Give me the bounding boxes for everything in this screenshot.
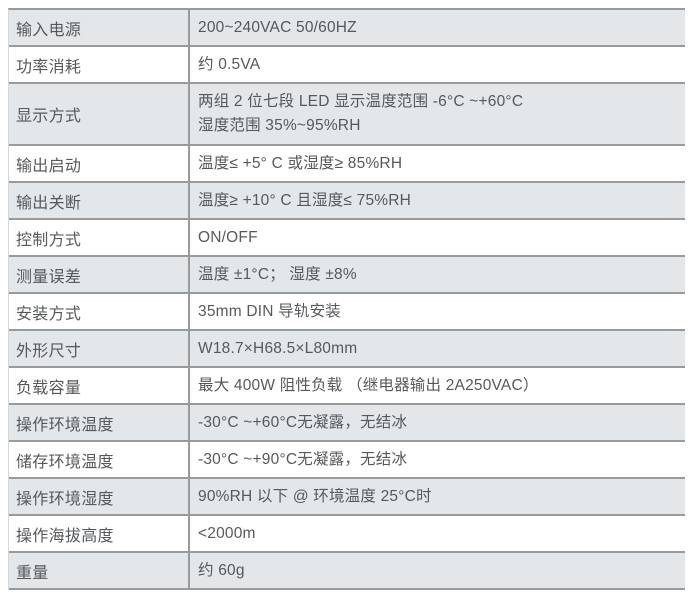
row-value-line: 湿度范围 35%~95%RH [198,117,361,134]
row-value: 约 60g [190,553,685,588]
table-row: 操作环境湿度 90%RH 以下 @ 环境温度 25°C时 [9,479,685,516]
row-label: 安装方式 [9,294,190,329]
row-value: 200~240VAC 50/60HZ [190,10,685,45]
row-value-line: 约 0.5VA [198,55,261,73]
row-value-line: 200~240VAC 50/60HZ [198,18,357,36]
row-value-line: -30°C ~+60°C无凝露，无结冰 [198,413,408,431]
row-value-line: 温度 ±1°C； 湿度 ±8% [198,265,357,283]
row-label: 操作环境湿度 [9,479,190,514]
table-row: 负载容量 最大 400W 阻性负载 （继电器输出 2A250VAC） [9,368,685,405]
row-label: 操作海拔高度 [9,516,190,551]
row-value-line: 温度≥ +10° C 且湿度≤ 75%RH [198,191,412,209]
table-row: 显示方式 两组 2 位七段 LED 显示温度范围 -6°C ~+60°C 湿度范围… [9,84,685,146]
row-value: 温度≤ +5° C 或湿度≥ 85%RH [190,146,685,181]
row-value-line: 90%RH 以下 @ 环境温度 25°C时 [198,487,432,505]
row-label: 输出启动 [9,146,190,181]
row-label: 显示方式 [9,84,190,144]
row-value-line: 最大 400W 阻性负载 （继电器输出 2A250VAC） [198,376,539,394]
row-value: 35mm DIN 导轨安装 [190,294,685,329]
row-label: 功率消耗 [9,47,190,82]
row-value: 温度≥ +10° C 且湿度≤ 75%RH [190,183,685,218]
row-value: ON/OFF [190,220,685,255]
row-label: 重量 [9,553,190,588]
row-label: 负载容量 [9,368,190,403]
row-label: 输入电源 [9,10,190,45]
table-row: 功率消耗 约 0.5VA [9,47,685,84]
row-value: <2000m [190,516,685,551]
table-row: 测量误差 温度 ±1°C； 湿度 ±8% [9,257,685,294]
row-label: 操作环境温度 [9,405,190,440]
row-value: -30°C ~+60°C无凝露，无结冰 [190,405,685,440]
row-value: -30°C ~+90°C无凝露，无结冰 [190,442,685,477]
row-value: 两组 2 位七段 LED 显示温度范围 -6°C ~+60°C 湿度范围 35%~… [190,84,685,144]
row-label: 输出关断 [9,183,190,218]
table-row: 输出关断 温度≥ +10° C 且湿度≤ 75%RH [9,183,685,220]
table-row: 安装方式 35mm DIN 导轨安装 [9,294,685,331]
row-value: 温度 ±1°C； 湿度 ±8% [190,257,685,292]
row-value-line: ON/OFF [198,228,258,246]
table-row: 操作海拔高度 <2000m [9,516,685,553]
row-label: 测量误差 [9,257,190,292]
spec-table: 输入电源 200~240VAC 50/60HZ 功率消耗 约 0.5VA 显示方… [8,8,685,590]
row-label: 储存环境温度 [9,442,190,477]
row-value-line: 35mm DIN 导轨安装 [198,302,341,320]
row-value-line: W18.7×H68.5×L80mm [198,339,358,357]
table-row: 重量 约 60g [9,553,685,590]
row-value: 90%RH 以下 @ 环境温度 25°C时 [190,479,685,514]
table-row: 储存环境温度 -30°C ~+90°C无凝露，无结冰 [9,442,685,479]
row-value-line: -30°C ~+90°C无凝露，无结冰 [198,450,408,468]
row-value-line: 温度≤ +5° C 或湿度≥ 85%RH [198,154,403,172]
row-value-line: <2000m [198,524,256,542]
row-label: 控制方式 [9,220,190,255]
table-row: 外形尺寸 W18.7×H68.5×L80mm [9,331,685,368]
row-value: 约 0.5VA [190,47,685,82]
table-row: 操作环境温度 -30°C ~+60°C无凝露，无结冰 [9,405,685,442]
table-row: 输出启动 温度≤ +5° C 或湿度≥ 85%RH [9,146,685,183]
row-label: 外形尺寸 [9,331,190,366]
table-row: 输入电源 200~240VAC 50/60HZ [9,10,685,47]
row-value-line: 约 60g [198,561,245,579]
row-value-line: 两组 2 位七段 LED 显示温度范围 -6°C ~+60°C [198,93,524,110]
row-value: W18.7×H68.5×L80mm [190,331,685,366]
table-row: 控制方式 ON/OFF [9,220,685,257]
row-value: 最大 400W 阻性负载 （继电器输出 2A250VAC） [190,368,685,403]
